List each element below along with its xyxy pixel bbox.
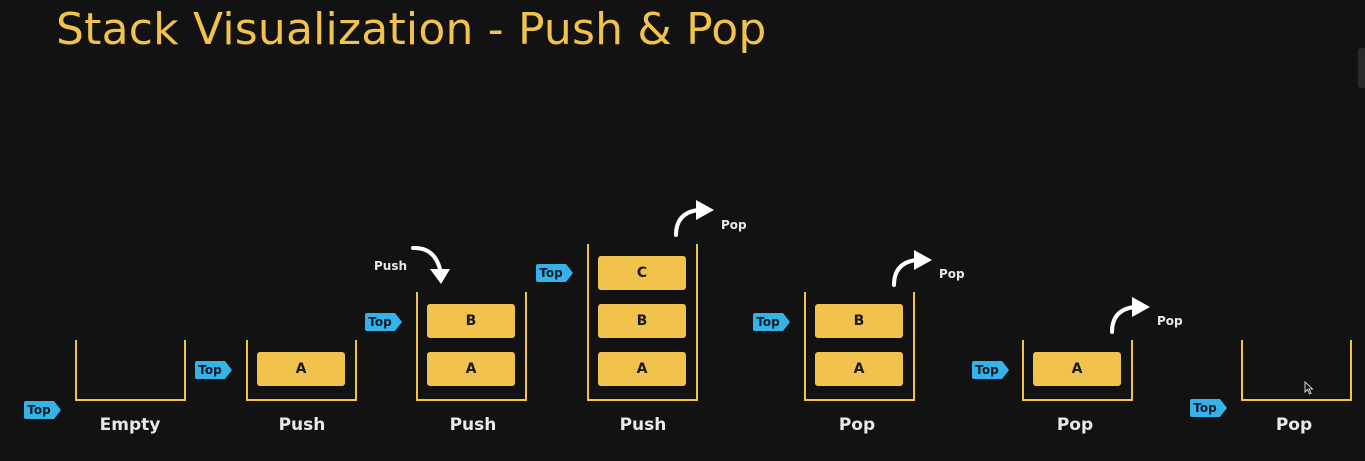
stack-item: C bbox=[598, 256, 686, 290]
step-label: Pop bbox=[1056, 415, 1094, 435]
top-pointer-label: Top bbox=[972, 361, 1002, 379]
pop-arrow-icon bbox=[674, 200, 714, 237]
step-label: Pop bbox=[838, 415, 876, 435]
top-pointer: Top bbox=[24, 401, 62, 419]
side-scroll-handle[interactable] bbox=[1358, 48, 1365, 88]
step-label: Push bbox=[278, 415, 326, 435]
top-pointer: Top bbox=[1190, 399, 1228, 417]
step-label: Push bbox=[619, 415, 667, 435]
step-label: Push bbox=[449, 415, 497, 435]
pop-operation-label: Pop bbox=[939, 267, 965, 281]
push-arrow-icon bbox=[411, 245, 450, 284]
stack-item: A bbox=[815, 352, 903, 386]
stack-item: B bbox=[427, 304, 515, 338]
top-pointer: Top bbox=[753, 313, 791, 331]
stack-item: A bbox=[598, 352, 686, 386]
pop-arrow-icon bbox=[1110, 297, 1150, 334]
stack-container: B A bbox=[416, 292, 527, 401]
stack-container: A bbox=[246, 340, 357, 401]
page-title: Stack Visualization - Push & Pop bbox=[56, 4, 767, 55]
stack-item: A bbox=[257, 352, 345, 386]
pop-arrow-icon bbox=[892, 250, 932, 287]
top-pointer-label: Top bbox=[536, 264, 566, 282]
stack-container: C B A bbox=[587, 244, 698, 401]
stack-container: B A bbox=[804, 292, 915, 401]
top-pointer-label: Top bbox=[24, 401, 54, 419]
top-pointer: Top bbox=[536, 264, 574, 282]
stack-container: A bbox=[1022, 340, 1133, 401]
stack-item: A bbox=[1033, 352, 1121, 386]
push-operation-label: Push bbox=[374, 259, 408, 273]
top-pointer: Top bbox=[972, 361, 1010, 379]
mouse-cursor-icon bbox=[1304, 381, 1314, 395]
top-pointer-label: Top bbox=[753, 313, 783, 331]
top-pointer: Top bbox=[365, 313, 403, 331]
pop-operation-label: Pop bbox=[1157, 314, 1183, 328]
step-label: Pop bbox=[1275, 415, 1313, 435]
top-pointer-label: Top bbox=[365, 313, 395, 331]
stack-item: B bbox=[598, 304, 686, 338]
step-label: Empty bbox=[99, 415, 161, 435]
top-pointer: Top bbox=[195, 361, 233, 379]
top-pointer-label: Top bbox=[1190, 399, 1220, 417]
stack-container-empty bbox=[75, 340, 186, 401]
pop-operation-label: Pop bbox=[721, 218, 747, 232]
top-pointer-label: Top bbox=[195, 361, 225, 379]
stack-item: B bbox=[815, 304, 903, 338]
stack-container-empty bbox=[1241, 340, 1352, 401]
stack-item: A bbox=[427, 352, 515, 386]
